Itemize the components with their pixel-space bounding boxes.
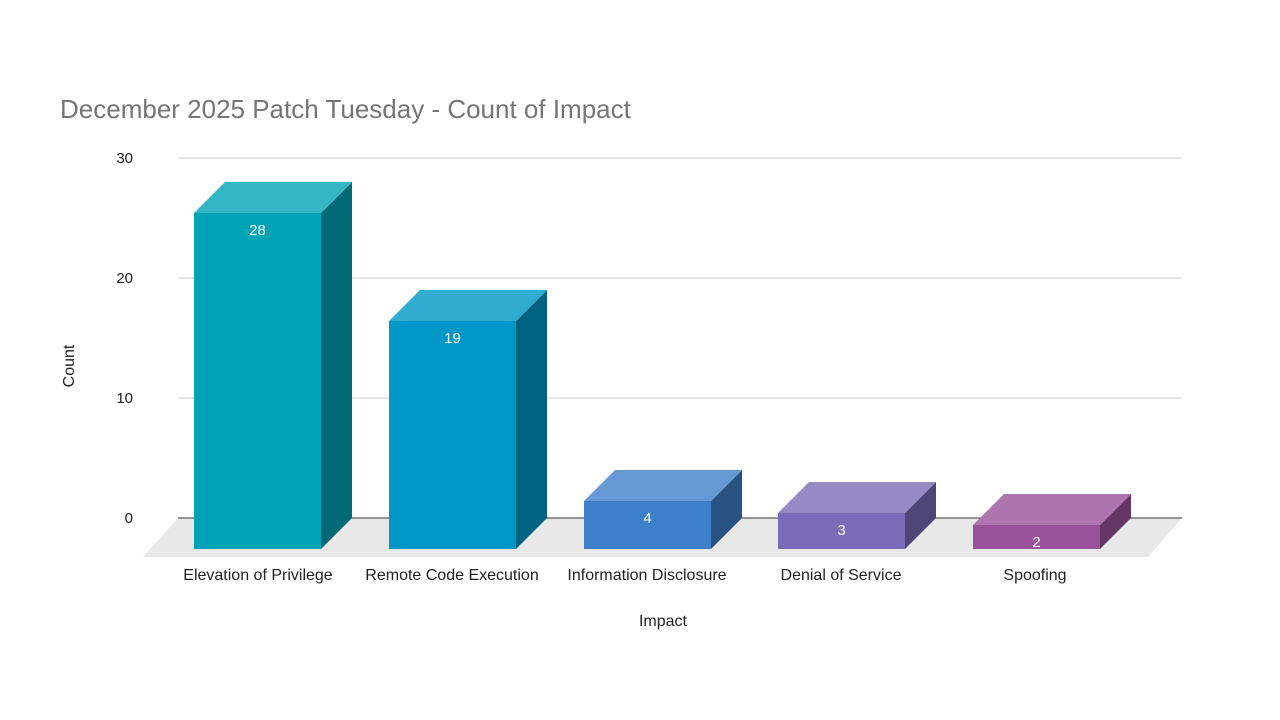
bar-front [584, 501, 711, 549]
data-label: 2 [1032, 534, 1040, 551]
bar-side [1100, 494, 1131, 549]
bar-5: 2 [973, 494, 1131, 551]
x-axis-categories: Elevation of Privilege Remote Code Execut… [183, 567, 1066, 584]
x-tick-label: Information Disclosure [567, 567, 726, 584]
x-tick-label: Spoofing [1003, 567, 1066, 584]
y-tick-label: 10 [116, 390, 133, 407]
bar-top [194, 182, 352, 213]
bar-front [194, 213, 321, 549]
y-tick-label: 30 [116, 150, 133, 167]
bar-3: 4 [584, 470, 742, 549]
bar-top [389, 290, 547, 321]
bar-top [973, 494, 1131, 525]
x-tick-label: Denial of Service [781, 567, 902, 584]
data-label: 4 [643, 510, 651, 527]
bar-front [778, 513, 905, 549]
chart-title: December 2025 Patch Tuesday - Count of I… [60, 94, 631, 124]
bar-front [973, 525, 1100, 549]
bar-4: 3 [778, 482, 936, 549]
x-tick-label: Remote Code Execution [365, 567, 538, 584]
y-tick-label: 0 [125, 510, 133, 527]
data-label: 3 [837, 522, 845, 539]
x-axis-title: Impact [639, 613, 688, 630]
y-tick-label: 20 [116, 270, 133, 287]
bar-top [778, 482, 936, 513]
bar-side [905, 482, 936, 549]
y-axis-title: Count [61, 344, 78, 387]
bar-side [321, 182, 352, 549]
x-tick-label: Elevation of Privilege [183, 567, 333, 584]
data-label: 19 [444, 330, 461, 347]
bar-side [711, 470, 742, 549]
bar-top [584, 470, 742, 501]
bars: 28 19 4 3 2 [194, 182, 1131, 551]
y-axis-ticks: 0 10 20 30 [116, 150, 133, 527]
bar-side [516, 290, 547, 549]
data-label: 28 [249, 222, 266, 239]
bar-2: 19 [389, 290, 547, 549]
bar-front [389, 321, 516, 549]
bar-1: 28 [194, 182, 352, 549]
